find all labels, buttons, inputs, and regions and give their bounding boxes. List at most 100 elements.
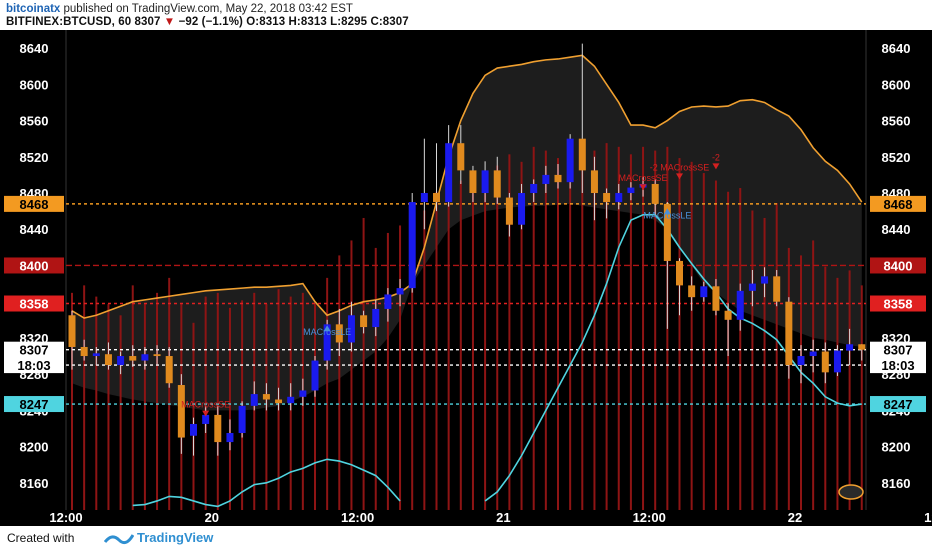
y-tick-label-right: 8640 [882, 41, 911, 56]
volume-bar [605, 143, 608, 510]
strategy-annotation: MACrossLE [643, 210, 691, 220]
candle-body [92, 353, 100, 357]
candle-body [833, 350, 841, 373]
author-link[interactable]: bitcoinatx [6, 3, 61, 15]
strategy-annotation: -2 MACrossSE [650, 162, 710, 172]
volume-bar [860, 285, 863, 510]
volume-bar [447, 202, 450, 510]
footer: Created with TradingView [0, 526, 932, 550]
candle-body [80, 346, 88, 357]
candle-body [603, 193, 611, 203]
candle-body [177, 385, 185, 438]
candle-body [117, 356, 125, 366]
candle-body [530, 183, 538, 194]
symbol-label: BITFINEX:BTCUSD, 60 [6, 16, 132, 28]
volume-bar [812, 240, 815, 510]
volume-bar [508, 154, 511, 510]
price-tag-label-right: 8468 [884, 197, 913, 212]
strategy-annotation: MACrossLE [303, 327, 351, 337]
volume-bar [399, 225, 402, 510]
price-tag-label-right: 8400 [884, 258, 913, 273]
down-triangle-icon: ▼ [163, 16, 176, 28]
price-tag-label-left: 18:03 [17, 358, 50, 373]
y-tick-label-left: 8640 [20, 41, 49, 56]
volume-bar [763, 217, 766, 510]
price-tag [870, 257, 926, 274]
tradingview-logo-icon[interactable] [104, 530, 134, 546]
strategy-annotation: -2 [712, 152, 720, 162]
candle-body [858, 344, 866, 350]
candle-body [554, 174, 562, 183]
volume-bar [714, 180, 717, 510]
volume-bar [581, 139, 584, 510]
candle-body [469, 170, 477, 194]
candle-body [153, 354, 161, 357]
y-tick-label-right: 8160 [882, 476, 911, 491]
volume-bar [836, 277, 839, 510]
volume-bar [374, 247, 377, 511]
volume-bar [119, 315, 122, 510]
y-tick-label-right: 8600 [882, 77, 911, 92]
candle-body [493, 170, 501, 198]
y-tick-label-right: 8200 [882, 440, 911, 455]
y-tick-label-right: 8520 [882, 150, 911, 165]
candle-body [627, 187, 635, 194]
volume-bar [362, 217, 365, 510]
candle-body [275, 399, 283, 404]
volume-bar [471, 188, 474, 511]
volume-bar [593, 150, 596, 510]
volume-bar [411, 247, 414, 511]
volume-bar [544, 150, 547, 510]
volume-bar [423, 210, 426, 511]
symbol-info: BITFINEX:BTCUSD, 60 8307 ▼ −92 (−1.1%) O… [6, 16, 409, 28]
volume-bar [216, 292, 219, 510]
price-tag [870, 396, 926, 413]
candle-body [299, 390, 307, 397]
candle-body [372, 308, 380, 328]
y-tick-label-right: 8440 [882, 222, 911, 237]
candle-body [250, 394, 258, 406]
lower-band-line [484, 213, 862, 502]
volume-bar [107, 304, 110, 510]
candle-body [542, 174, 550, 184]
lower-band-line [132, 458, 401, 508]
volume-bar [532, 146, 535, 510]
created-with-label: Created with [7, 531, 75, 545]
candle-body [676, 260, 683, 286]
candle-body [262, 394, 270, 400]
price-tag [4, 396, 64, 413]
candle-body [724, 310, 732, 320]
chart-frame[interactable]: MACrossLE MACrossLE MACrossSE -2 MACrossSE M… [0, 30, 932, 526]
candle-body [311, 360, 319, 391]
volume-bar [617, 146, 620, 510]
price-tag [870, 341, 926, 358]
tradingview-brand[interactable]: TradingView [137, 530, 214, 545]
strategy-annotation: MACrossSE [181, 400, 230, 410]
candle-body [360, 315, 368, 328]
volume-bar [204, 296, 207, 510]
candle-body [190, 423, 197, 436]
candle-body [323, 324, 331, 361]
volume-bar [192, 322, 195, 510]
x-tick-label: 22 [788, 510, 802, 525]
price-tag [4, 195, 64, 212]
band-fill [72, 55, 862, 411]
volume-bar [484, 173, 487, 511]
candle-body [846, 344, 854, 351]
last-price: 8307 [134, 16, 161, 28]
volume-bar [350, 240, 353, 510]
volume-bar [848, 270, 851, 510]
sell-arrow-icon [639, 184, 647, 191]
candle-body [797, 356, 805, 366]
candle-body [420, 193, 428, 203]
sell-arrow-icon [676, 173, 683, 180]
x-tick-label: 12:00 [341, 510, 374, 525]
volume-bar [338, 255, 341, 510]
candle-body [712, 286, 720, 311]
ohlc-values: O:8313 H:8313 L:8295 C:8307 [246, 16, 409, 28]
price-tag [870, 357, 926, 374]
candle-body [202, 414, 210, 424]
y-tick-label-right: 8560 [882, 114, 911, 129]
candle-body [408, 202, 416, 289]
